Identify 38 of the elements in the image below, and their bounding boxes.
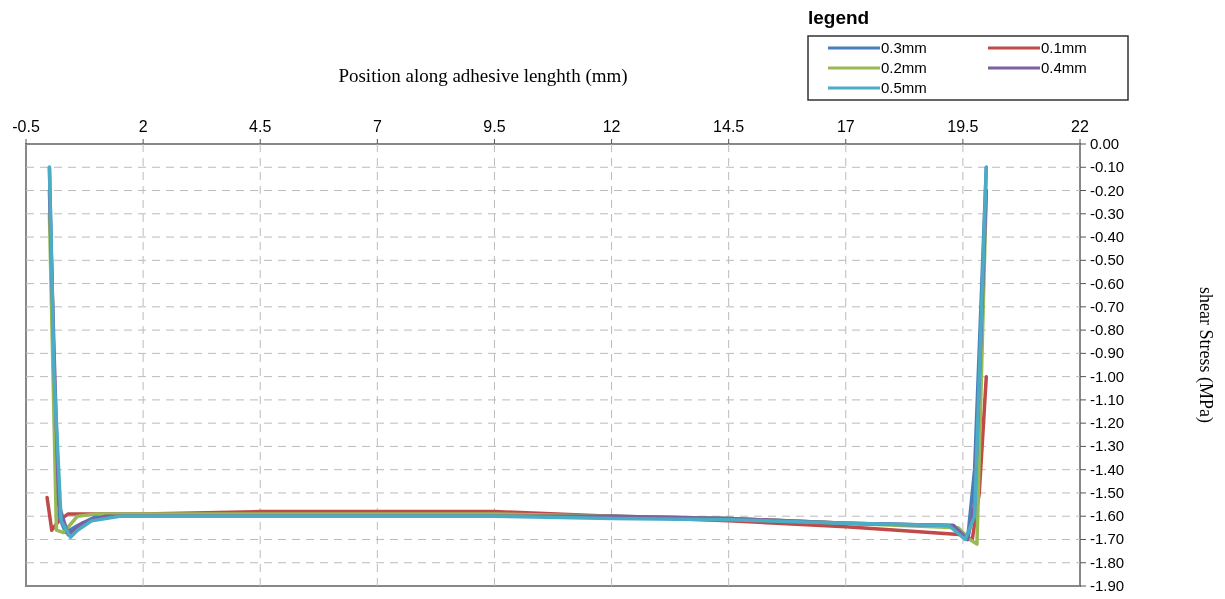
y-tick-label: -1.10 (1090, 390, 1125, 408)
y-tick-label: -1.50 (1090, 483, 1125, 501)
y-axis-title: shear Stress (MPa) (1195, 287, 1216, 423)
x-tick-label: 4.5 (249, 118, 272, 135)
y-tick-label: -0.30 (1090, 204, 1125, 222)
y-tick-label: -1.20 (1090, 414, 1125, 432)
x-tick-label: 17 (836, 118, 855, 135)
y-tick-label: -0.50 (1090, 251, 1125, 269)
x-tick-label: 12 (602, 118, 621, 135)
y-tick-label: -0.90 (1090, 344, 1125, 362)
y-tick-label: -0.80 (1090, 321, 1125, 339)
x-tick-label: 19.5 (947, 118, 979, 135)
y-tick-label: -1.00 (1090, 367, 1125, 385)
legend-title: legend (808, 7, 870, 28)
legend-label: 0.2mm (881, 59, 927, 76)
legend-label: 0.4mm (1041, 59, 1087, 76)
x-tick-label: -0.5 (12, 118, 40, 135)
x-tick-label: 22 (1071, 118, 1089, 135)
legend-label: 0.3mm (881, 39, 927, 56)
y-tick-label: -0.10 (1090, 158, 1125, 176)
x-axis-title: Position along adhesive lenghth (mm) (338, 65, 628, 87)
x-tick-label: 9.5 (483, 118, 506, 135)
y-tick-label: -0.40 (1090, 228, 1125, 246)
x-tick-label: 14.5 (713, 118, 745, 135)
legend-label: 0.1mm (1041, 39, 1087, 56)
x-tick-label: 7 (372, 118, 382, 135)
x-tick-label: 2 (138, 118, 148, 135)
legend-label: 0.5mm (881, 79, 927, 96)
y-tick-label: -1.40 (1090, 460, 1125, 478)
y-tick-label: -0.70 (1090, 297, 1125, 315)
y-tick-label: -0.60 (1090, 274, 1125, 292)
y-tick-label: -0.20 (1090, 181, 1125, 199)
y-tick-label: -1.30 (1090, 437, 1125, 455)
y-tick-label: 0.00 (1090, 135, 1120, 152)
y-tick-label: -1.80 (1090, 553, 1125, 571)
y-tick-label: -1.90 (1090, 577, 1125, 594)
y-tick-label: -1.70 (1090, 530, 1125, 548)
y-tick-label: -1.60 (1090, 507, 1125, 525)
